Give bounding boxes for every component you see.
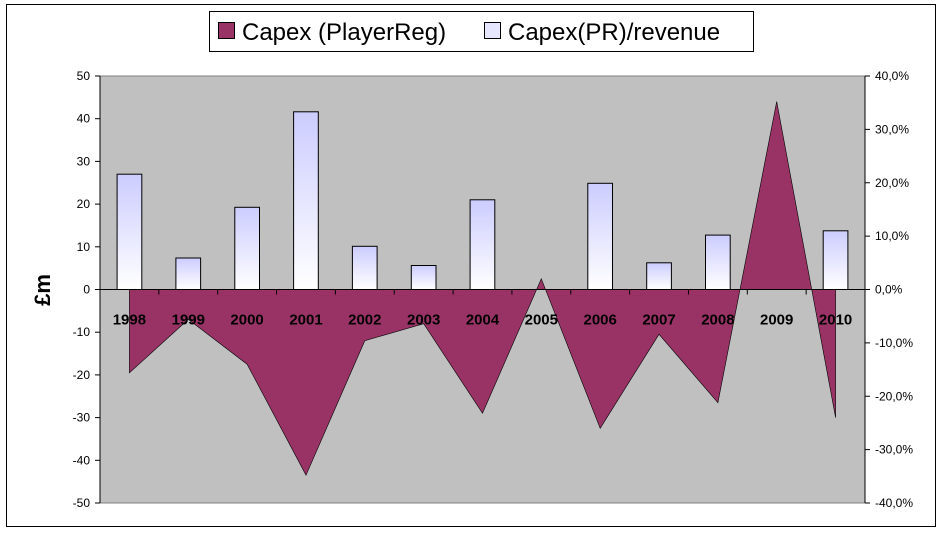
y2-tick-label: 30,0% bbox=[875, 122, 909, 136]
bar-2006 bbox=[587, 182, 613, 290]
x-tick-label: 2007 bbox=[642, 312, 675, 329]
y2-tick-label: -20,0% bbox=[875, 389, 913, 403]
legend-swatch-ratio bbox=[484, 22, 501, 39]
bar-2010 bbox=[822, 230, 849, 291]
x-tick-label: 2004 bbox=[466, 312, 500, 329]
y-tick-label: 40 bbox=[77, 112, 91, 126]
bar-2003 bbox=[410, 265, 437, 290]
bar-2007 bbox=[646, 262, 672, 290]
legend-box bbox=[209, 11, 754, 52]
series-layer bbox=[116, 101, 849, 476]
bar-2004 bbox=[469, 199, 496, 290]
axes-layer bbox=[95, 75, 870, 504]
bar-2000 bbox=[234, 206, 261, 290]
y-tick-label: 50 bbox=[77, 69, 91, 83]
legend: Capex (PlayerReg) Capex(PR)/revenue bbox=[209, 11, 754, 52]
legend-swatch-capex bbox=[218, 22, 235, 39]
y-tick-label: 30 bbox=[77, 154, 91, 168]
y2-tick-label: -10,0% bbox=[875, 336, 913, 350]
y-tick-label: 0 bbox=[83, 283, 90, 297]
bar-2002 bbox=[351, 245, 378, 291]
bar-2008 bbox=[705, 234, 731, 291]
y2-tick-label: -40,0% bbox=[875, 496, 913, 510]
legend-label-ratio: Capex(PR)/revenue bbox=[508, 19, 720, 46]
bar-2001 bbox=[293, 111, 319, 290]
legend-label-capex: Capex (PlayerReg) bbox=[242, 19, 446, 46]
y-tick-label: -40 bbox=[73, 453, 91, 467]
y-tick-label: -20 bbox=[73, 368, 91, 382]
y-axis-title: £m bbox=[30, 274, 55, 306]
y-tick-label: -50 bbox=[73, 496, 91, 510]
y2-tick-label: 10,0% bbox=[875, 229, 909, 243]
y2-tick-label: -30,0% bbox=[875, 443, 913, 457]
y-tick-label: 10 bbox=[77, 240, 91, 254]
x-tick-label: 2005 bbox=[525, 312, 558, 329]
y-tick-label: -10 bbox=[73, 325, 91, 339]
x-tick-label: 1998 bbox=[113, 312, 146, 329]
x-tick-label: 2003 bbox=[407, 312, 440, 329]
labels-layer: 50403020100-10-20-30-40-5040,0%30,0%20,0… bbox=[73, 69, 914, 510]
x-tick-label: 2001 bbox=[289, 312, 322, 329]
bar-1998 bbox=[116, 173, 143, 290]
y-tick-label: -30 bbox=[73, 411, 91, 425]
y2-tick-label: 40,0% bbox=[875, 69, 909, 83]
y-tick-label: 20 bbox=[77, 197, 91, 211]
area-capex-playerreg bbox=[129, 101, 836, 476]
y2-tick-label: 0,0% bbox=[875, 283, 903, 297]
x-tick-label: 2006 bbox=[584, 312, 617, 329]
y2-tick-label: 20,0% bbox=[875, 176, 909, 190]
x-tick-label: 2009 bbox=[760, 312, 793, 329]
x-tick-label: 2000 bbox=[230, 312, 263, 329]
x-tick-label: 2010 bbox=[819, 312, 852, 329]
x-tick-label: 2008 bbox=[701, 312, 734, 329]
x-tick-label: 2002 bbox=[348, 312, 381, 329]
bar-1999 bbox=[175, 257, 202, 290]
x-tick-label: 1999 bbox=[172, 312, 205, 329]
